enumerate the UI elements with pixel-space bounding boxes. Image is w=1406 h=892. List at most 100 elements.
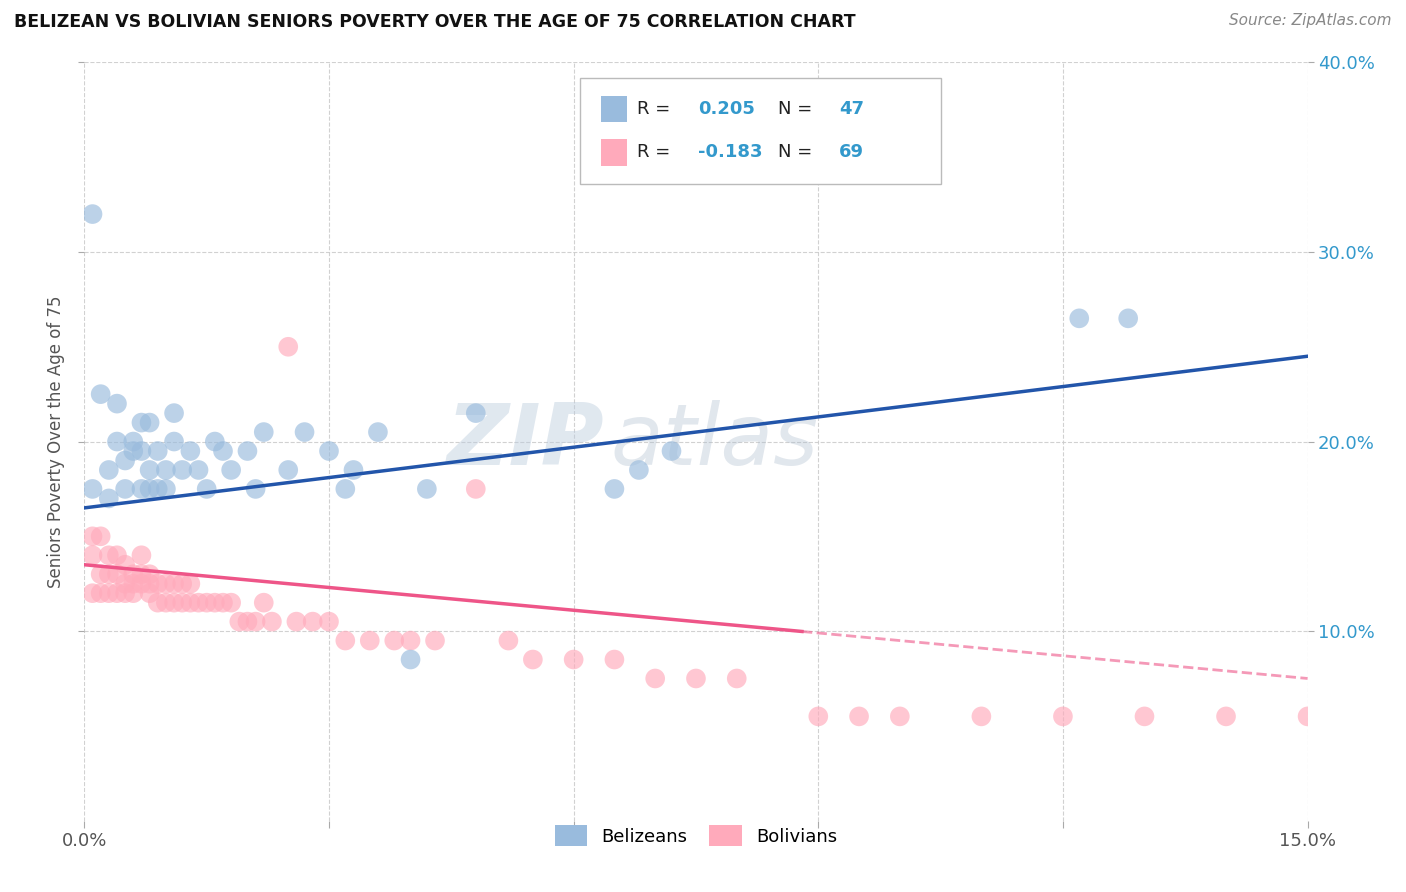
Point <box>245 482 267 496</box>
Point <box>122 576 145 591</box>
Text: 47: 47 <box>839 100 865 118</box>
Point <box>90 586 112 600</box>
Text: ZIP: ZIP <box>447 400 605 483</box>
Text: BELIZEAN VS BOLIVIAN SENIORS POVERTY OVER THE AGE OF 75 CORRELATION CHART: BELIZEAN VS BOLIVIAN SENIORS POVERTY OVE… <box>14 13 856 31</box>
Point <box>179 444 201 458</box>
Text: -0.183: -0.183 <box>699 144 763 161</box>
Point <box>138 576 160 591</box>
Point <box>163 576 186 591</box>
Point <box>82 586 104 600</box>
Point <box>464 482 486 496</box>
Point <box>1296 709 1319 723</box>
Point <box>212 596 235 610</box>
Point <box>114 453 136 467</box>
Point <box>179 596 201 610</box>
Point <box>1215 709 1237 723</box>
Point <box>146 482 169 496</box>
Point <box>122 444 145 458</box>
Point <box>1069 311 1091 326</box>
FancyBboxPatch shape <box>579 78 941 184</box>
Point <box>97 567 120 582</box>
Point <box>82 548 104 563</box>
Legend: Belizeans, Bolivians: Belizeans, Bolivians <box>547 818 845 854</box>
Point <box>82 482 104 496</box>
Text: 0.205: 0.205 <box>699 100 755 118</box>
Point <box>155 596 177 610</box>
Text: atlas: atlas <box>610 400 818 483</box>
Point <box>498 633 520 648</box>
Point <box>219 463 242 477</box>
Point <box>1052 709 1074 723</box>
Point <box>90 387 112 401</box>
Point <box>464 406 486 420</box>
Point <box>685 672 707 686</box>
Point <box>90 567 112 582</box>
Point <box>627 463 650 477</box>
Point <box>179 576 201 591</box>
Point <box>146 576 169 591</box>
Point <box>318 615 340 629</box>
Point <box>195 596 218 610</box>
Point <box>285 615 308 629</box>
Point <box>138 567 160 582</box>
Point <box>342 463 364 477</box>
Point <box>1133 709 1156 723</box>
Point <box>807 709 830 723</box>
Text: N =: N = <box>778 144 818 161</box>
Point <box>138 463 160 477</box>
Point <box>661 444 683 458</box>
Text: N =: N = <box>778 100 818 118</box>
Point <box>146 444 169 458</box>
Point <box>195 482 218 496</box>
Point <box>90 529 112 543</box>
Point <box>301 615 323 629</box>
Point <box>122 567 145 582</box>
Text: R =: R = <box>637 144 676 161</box>
FancyBboxPatch shape <box>600 95 627 122</box>
Point <box>848 709 870 723</box>
Point <box>260 615 283 629</box>
Point <box>131 567 153 582</box>
Point <box>399 633 422 648</box>
Point <box>122 434 145 449</box>
Point <box>146 596 169 610</box>
Point <box>131 576 153 591</box>
Point <box>131 444 153 458</box>
Point <box>131 416 153 430</box>
Point <box>367 425 389 439</box>
Point <box>114 558 136 572</box>
Point <box>114 586 136 600</box>
Point <box>138 586 160 600</box>
Point <box>82 207 104 221</box>
FancyBboxPatch shape <box>600 139 627 166</box>
Point <box>253 425 276 439</box>
Point <box>138 482 160 496</box>
Point <box>423 633 446 648</box>
Point <box>644 672 666 686</box>
Point <box>138 416 160 430</box>
Point <box>155 482 177 496</box>
Point <box>522 652 544 666</box>
Point <box>253 596 276 610</box>
Point <box>82 529 104 543</box>
Text: 69: 69 <box>839 144 865 161</box>
Y-axis label: Seniors Poverty Over the Age of 75: Seniors Poverty Over the Age of 75 <box>46 295 65 588</box>
Point <box>105 548 128 563</box>
Point <box>603 482 626 496</box>
Point <box>725 672 748 686</box>
Point <box>277 463 299 477</box>
Point <box>131 548 153 563</box>
Point <box>236 615 259 629</box>
Point <box>204 434 226 449</box>
Point <box>335 482 357 496</box>
Point <box>105 567 128 582</box>
Point <box>204 596 226 610</box>
Point <box>172 596 194 610</box>
Point <box>294 425 316 439</box>
Point <box>105 396 128 410</box>
Point <box>359 633 381 648</box>
Point <box>236 444 259 458</box>
Point <box>172 463 194 477</box>
Point <box>155 463 177 477</box>
Point <box>562 652 585 666</box>
